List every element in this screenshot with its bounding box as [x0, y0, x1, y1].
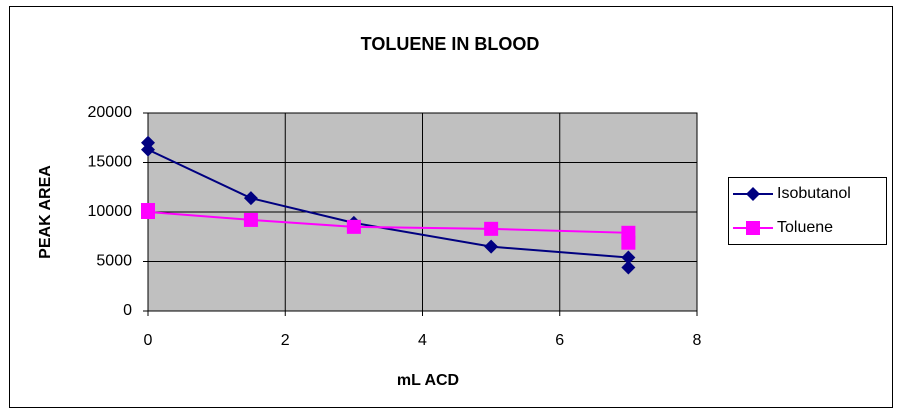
- legend-marker: [746, 221, 760, 235]
- legend-marker: [746, 187, 760, 201]
- x-axis-label: mL ACD: [397, 372, 459, 389]
- marker: [141, 142, 155, 157]
- y-tick-label: 5000: [96, 253, 132, 270]
- marker: [484, 239, 499, 254]
- y-tick-label: 15000: [88, 154, 133, 171]
- y-axis-label: PEAK AREA: [37, 165, 54, 259]
- legend-label: Toluene: [777, 219, 833, 236]
- marker: [621, 235, 636, 250]
- x-tick-label: 4: [418, 332, 427, 349]
- marker: [243, 212, 258, 227]
- marker: [621, 250, 636, 265]
- x-tick-label: 2: [281, 332, 290, 349]
- marker: [484, 221, 499, 236]
- chart-title: TOLUENE IN BLOOD: [361, 34, 540, 54]
- y-tick-label: 0: [123, 302, 132, 319]
- legend-label: Isobutanol: [777, 185, 851, 202]
- x-tick-label: 6: [555, 332, 564, 349]
- marker: [621, 260, 636, 275]
- x-tick-label: 0: [144, 332, 153, 349]
- y-tick-label: 10000: [88, 203, 133, 220]
- marker: [243, 191, 258, 206]
- marker: [346, 219, 361, 234]
- marker: [141, 205, 155, 219]
- y-tick-label: 20000: [88, 104, 133, 121]
- x-tick-label: 8: [693, 332, 702, 349]
